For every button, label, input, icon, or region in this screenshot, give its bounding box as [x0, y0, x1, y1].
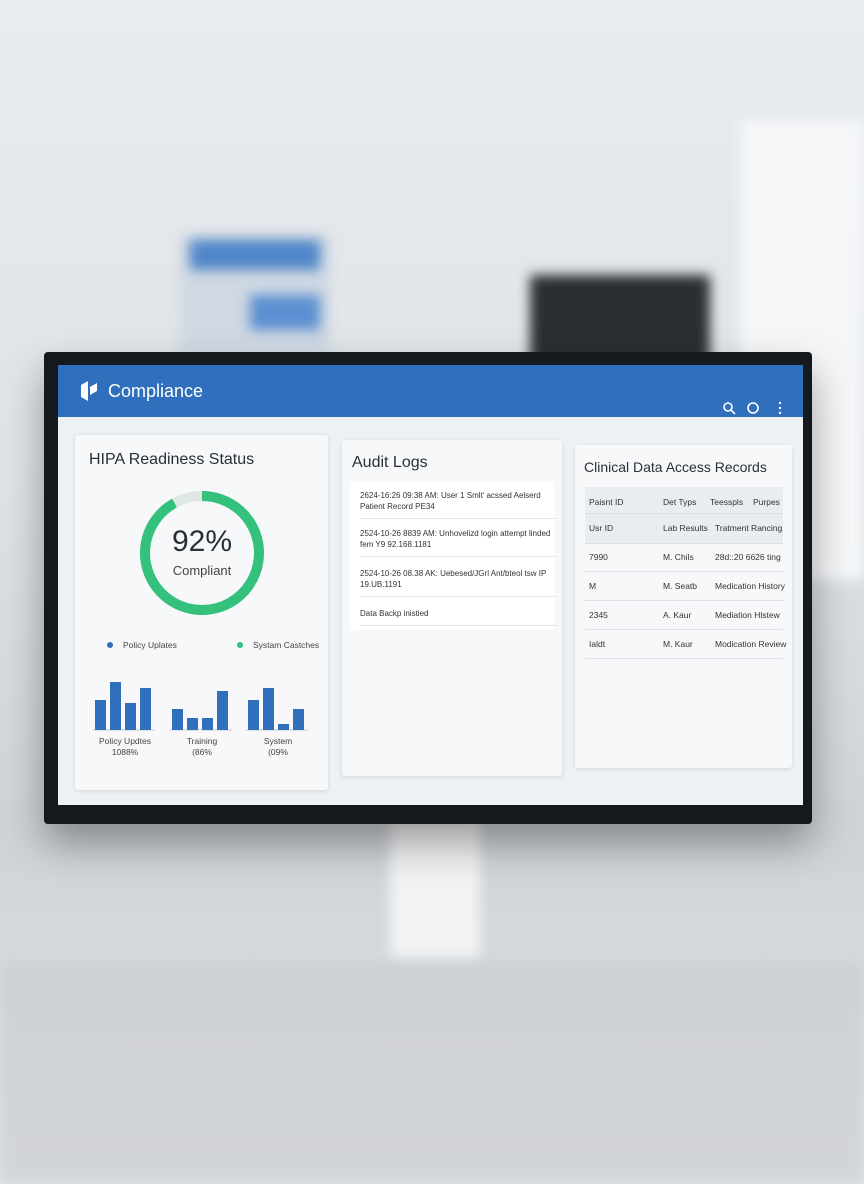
- table-header-cell: Paisnt ID: [589, 497, 624, 507]
- wall-poster-box: [250, 295, 320, 330]
- table-cell: 2345: [589, 610, 608, 620]
- bar: [140, 688, 151, 730]
- bar: [172, 709, 183, 730]
- bar: [217, 691, 228, 730]
- log-entry: 2524-10-26 8839 AM: Unhovelizd login att…: [360, 528, 556, 557]
- gauge-value: 92%: [172, 525, 232, 558]
- panel-title: Audit Logs: [352, 454, 428, 471]
- bar: [110, 682, 121, 730]
- row-divider: [585, 513, 783, 514]
- table-cell: Medication History: [715, 581, 785, 591]
- bar: [187, 718, 198, 730]
- bar: [202, 718, 213, 730]
- row-divider: [585, 629, 783, 630]
- table-cell: M. Kaur: [663, 639, 693, 649]
- bar-group-note: 1088%: [112, 747, 139, 757]
- table-cell: Mediation Hlstew: [715, 610, 780, 620]
- bar-group-label: Training: [187, 736, 218, 746]
- bar-group-note: (86%: [192, 747, 212, 757]
- bar: [293, 709, 304, 730]
- table-header-cell: Lab Results: [663, 523, 708, 533]
- gauge-caption: Compliant: [173, 563, 232, 578]
- table-cell: M. Seatb: [663, 581, 698, 591]
- panel-title: HIPA Readiness Status: [89, 451, 255, 468]
- logo: [81, 381, 97, 401]
- row-divider: [585, 543, 783, 544]
- cart: [390, 820, 480, 960]
- wall-poster-band: [190, 240, 320, 270]
- search-icon[interactable]: [722, 401, 736, 415]
- log-entry: 2524-10-26 08.38 AK: Uebesed/JGrl Ant/bt…: [360, 568, 556, 597]
- row-divider: [585, 600, 783, 601]
- screen: Compliance HIPA Readiness Status 92% Comp…: [58, 365, 803, 805]
- background-monitor: [530, 275, 710, 365]
- table-cell: A. Kaur: [663, 610, 692, 620]
- gauge-arc: [140, 491, 264, 615]
- readiness-graphics: 92% Compliant Policy Uplates Systam Castche…: [93, 491, 319, 757]
- table-cell: Modication Review: [715, 639, 787, 649]
- table-header-bg: [585, 487, 783, 543]
- app-title: Compliance: [108, 381, 204, 401]
- legend-dot: [107, 642, 113, 648]
- log-list: 2624-16:26 09:38 AM: User 1 Smlt' acssed…: [350, 482, 556, 630]
- log-entry: Data Backp inistied: [360, 608, 556, 626]
- table-header-cell: Teesspls: [710, 497, 744, 507]
- records-table: Paisnt ID Det Typs Teesspls Purpes Usr ID Lab…: [575, 445, 792, 768]
- bar-group-label: System: [264, 736, 292, 746]
- floor: [0, 960, 864, 1184]
- legend-label: Systam Castches: [253, 640, 319, 650]
- bar: [263, 688, 274, 730]
- row-divider: [585, 658, 783, 659]
- bar: [278, 724, 289, 730]
- menu-icon[interactable]: [776, 401, 784, 415]
- bar: [95, 700, 106, 730]
- table-header-cell: Tratment Rancing: [715, 523, 783, 533]
- table-cell: 7990: [589, 552, 608, 562]
- readiness-panel: HIPA Readiness Status 92% Compliant Policy…: [75, 435, 328, 790]
- table-header-cell: Usr ID: [589, 523, 614, 533]
- legend-dot: [237, 642, 243, 648]
- bar: [248, 700, 259, 730]
- bar-group-label: Policy Updtes: [99, 736, 151, 746]
- table-cell: M. Chils: [663, 552, 694, 562]
- refresh-icon[interactable]: [746, 401, 760, 415]
- panel-title: Clinical Data Access Records: [584, 459, 767, 475]
- top-bar: Compliance: [58, 365, 803, 417]
- table-cell: M: [589, 581, 597, 591]
- records-panel: Clinical Data Access Records Paisnt ID De…: [575, 445, 792, 768]
- row-divider: [585, 571, 783, 572]
- bar: [125, 703, 136, 730]
- table-header-cell: Det Typs: [663, 497, 697, 507]
- audit-panel: Audit Logs 2624-16:26 09:38 AM: User 1 S…: [342, 440, 562, 776]
- legend-label: Policy Uplates: [123, 640, 177, 650]
- table-cell: Ialdt: [589, 639, 606, 649]
- log-entry: 2624-16:26 09:38 AM: User 1 Smlt' acssed…: [360, 490, 556, 519]
- table-header-cell: Purpes: [753, 497, 780, 507]
- bar-group-note: (09%: [268, 747, 288, 757]
- table-cell: 28d::20 6626 ting: [715, 552, 781, 562]
